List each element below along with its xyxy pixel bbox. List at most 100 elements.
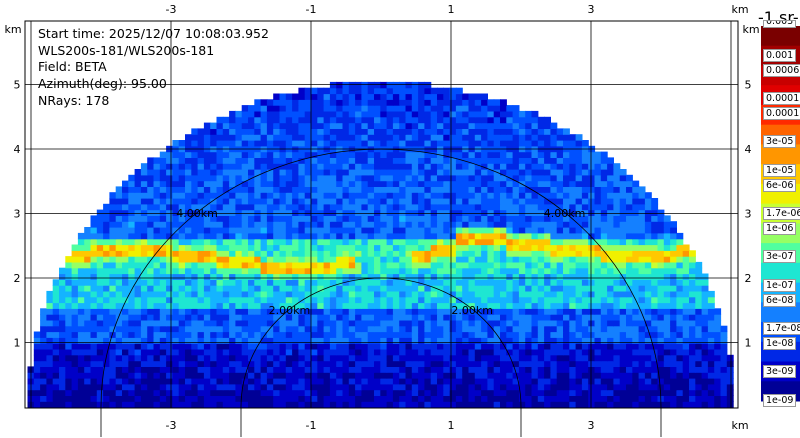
field-cell: [468, 192, 476, 199]
field-cell: [563, 209, 570, 216]
field-cell: [279, 285, 287, 292]
field-cell: [59, 354, 66, 362]
field-cell: [128, 174, 136, 182]
field-cell: [380, 209, 388, 216]
field-cell: [134, 296, 142, 304]
field-cell: [411, 389, 419, 396]
field-cell: [185, 198, 192, 205]
field-cell: [575, 389, 583, 396]
field-cell: [77, 372, 85, 379]
field-cell: [355, 209, 362, 216]
field-cell: [676, 389, 684, 396]
field-cell: [273, 99, 281, 106]
field-cell: [329, 140, 337, 147]
field-cell: [512, 110, 520, 118]
field-cell: [651, 203, 659, 211]
field-cell: [487, 250, 495, 257]
field-cell: [84, 308, 92, 315]
field-cell: [153, 302, 161, 309]
field-cell: [279, 151, 287, 158]
field-cell: [367, 140, 375, 147]
field-cell: [531, 203, 539, 211]
field-cell: [229, 261, 236, 269]
field-cell: [531, 389, 539, 396]
field-cell: [342, 378, 350, 385]
field-cell: [367, 354, 375, 362]
x-tick-label-top: 3: [588, 3, 595, 16]
field-cell: [455, 366, 463, 373]
field-cell: [279, 261, 287, 269]
field-cell: [329, 401, 337, 408]
field-cell: [563, 180, 570, 187]
field-cell: [248, 140, 255, 147]
field-cell: [216, 308, 224, 315]
field-cell: [399, 169, 407, 176]
field-cell: [500, 372, 507, 379]
field-cell: [437, 395, 444, 402]
field-cell: [544, 215, 551, 222]
field-cell: [52, 308, 60, 315]
field-cell: [216, 140, 224, 147]
field-cell: [411, 366, 419, 373]
field-cell: [235, 140, 243, 147]
field-cell: [544, 163, 551, 170]
field-cell: [380, 296, 388, 304]
field-cell: [556, 261, 564, 269]
field-cell: [361, 134, 369, 141]
field-cell: [103, 244, 110, 251]
field-cell: [443, 314, 451, 321]
field-cell: [550, 360, 558, 367]
field-cell: [216, 389, 224, 396]
field-cell: [600, 366, 608, 373]
field-cell: [71, 267, 79, 275]
field-cell: [607, 238, 614, 246]
field-cell: [430, 372, 438, 379]
field-cell: [222, 401, 230, 408]
field-cell: [500, 169, 507, 176]
field-cell: [159, 250, 167, 257]
field-cell: [588, 267, 596, 275]
field-cell: [348, 383, 356, 391]
field-cell: [537, 267, 545, 275]
field-cell: [588, 319, 596, 327]
field-cell: [304, 227, 312, 234]
field-cell: [418, 279, 425, 286]
field-cell: [600, 169, 608, 176]
field-cell: [159, 151, 167, 158]
field-cell: [323, 99, 331, 106]
field-cell: [468, 389, 476, 396]
field-cell: [386, 169, 394, 176]
field-cell: [626, 389, 633, 396]
field-cell: [518, 203, 526, 211]
field-cell: [613, 378, 621, 385]
field-cell: [537, 122, 545, 129]
field-cell: [600, 221, 608, 228]
field-cell: [695, 273, 703, 280]
field-cell: [235, 128, 243, 135]
field-cell: [374, 140, 381, 147]
field-cell: [279, 372, 287, 379]
field-cell: [588, 221, 596, 228]
field-cell: [210, 192, 218, 199]
field-cell: [512, 151, 520, 158]
field-cell: [500, 238, 507, 246]
field-cell: [197, 325, 205, 333]
field-cell: [367, 169, 375, 176]
field-cell: [474, 354, 482, 362]
field-cell: [411, 383, 419, 391]
field-cell: [304, 105, 312, 112]
field-cell: [707, 302, 715, 309]
field-cell: [550, 319, 558, 327]
field-cell: [405, 256, 413, 263]
field-cell: [493, 378, 501, 385]
field-cell: [487, 331, 495, 338]
field-cell: [588, 174, 596, 182]
field-cell: [405, 290, 413, 298]
field-cell: [663, 227, 671, 234]
field-cell: [607, 180, 614, 187]
field-cell: [260, 238, 268, 246]
field-cell: [153, 267, 161, 275]
field-cell: [418, 227, 425, 234]
field-cell: [720, 331, 728, 338]
field-cell: [216, 360, 224, 367]
